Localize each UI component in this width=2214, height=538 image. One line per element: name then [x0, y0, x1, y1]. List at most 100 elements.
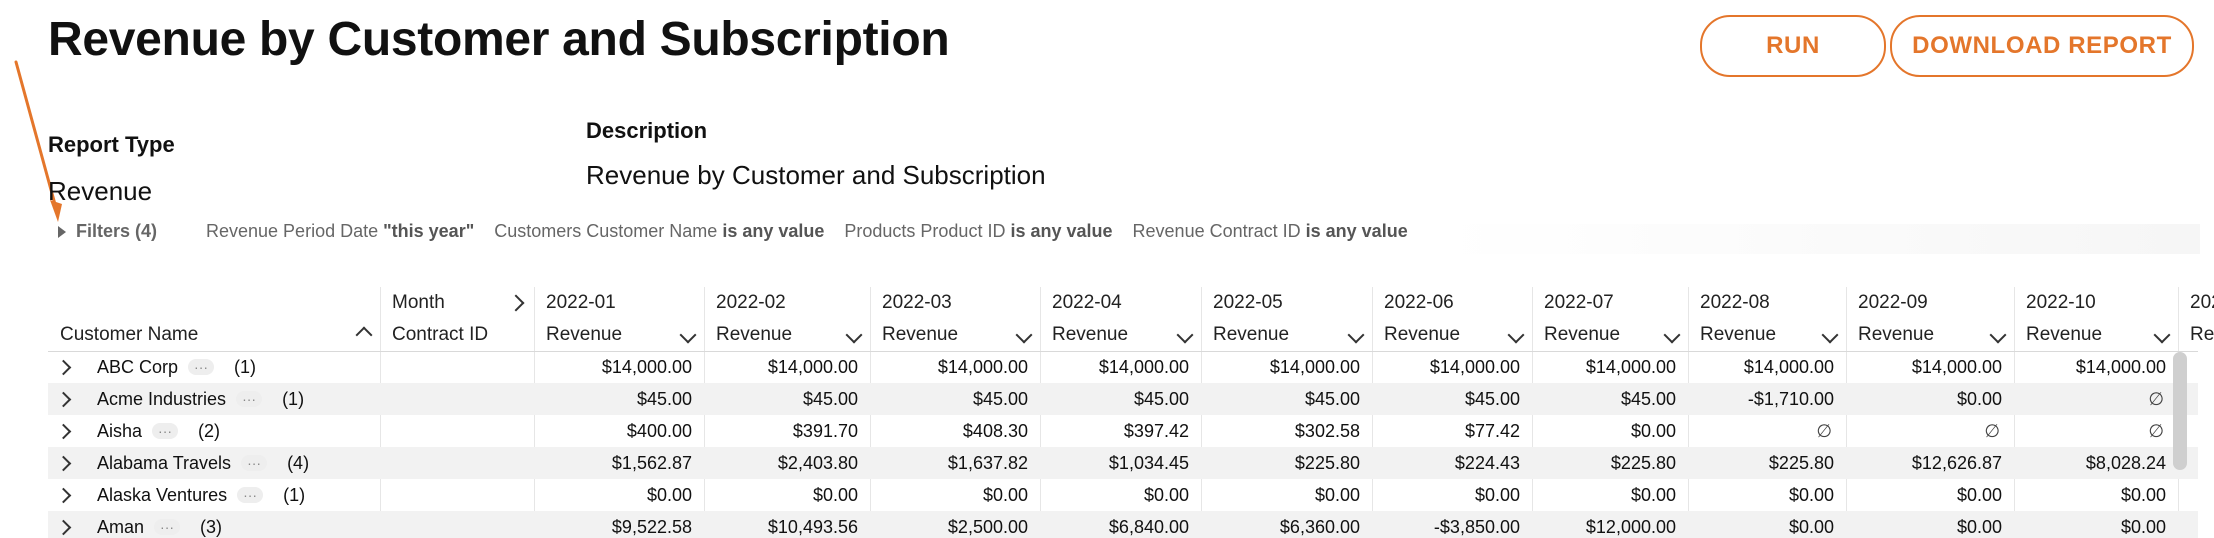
revenue-cell: $45.00	[802, 388, 858, 409]
revenue-header[interactable]: Revenue	[1040, 319, 1201, 351]
revenue-cell: -$3,850.00	[1433, 516, 1520, 537]
chevron-down-icon	[1989, 326, 2007, 344]
month-header: 2022-02	[716, 292, 786, 313]
revenue-cell: $391.70	[792, 420, 858, 441]
revenue-cell: $0.00	[1956, 388, 2002, 409]
chevron-right-icon[interactable]	[55, 519, 72, 535]
month-header: 2022-08	[1700, 292, 1770, 313]
chevron-down-icon	[1347, 326, 1365, 344]
contract-id-cell	[380, 479, 534, 511]
revenue-header[interactable]: Revenue	[1846, 319, 2014, 351]
revenue-header[interactable]: Revenue	[534, 319, 704, 351]
customer-cell[interactable]: Aman ··· (3)	[48, 511, 380, 538]
chevron-up-icon	[355, 326, 373, 344]
revenue-cell: $12,000.00	[1585, 516, 1676, 537]
more-icon[interactable]: ···	[236, 391, 263, 407]
month-header: 2022-06	[1384, 292, 1454, 313]
revenue-header[interactable]: Revenue	[1688, 319, 1846, 351]
month-header: 2022-10	[2026, 292, 2096, 313]
revenue-cell: $302.58	[1294, 420, 1360, 441]
revenue-header[interactable]: Revenue	[2014, 319, 2178, 351]
filter-chip[interactable]: Revenue Period Date "this year"	[206, 221, 475, 241]
month-header: 2022-03	[882, 292, 952, 313]
more-icon[interactable]: ···	[188, 359, 215, 375]
contract-id-header[interactable]: Contract ID	[392, 324, 489, 345]
revenue-cell: $14,000.00	[1585, 356, 1676, 377]
revenue-header[interactable]: Revenue	[704, 319, 870, 351]
page-title: Revenue by Customer and Subscription	[48, 13, 950, 66]
report-table: Month 2022-01 2022-02 2022-03 2022-04 20…	[48, 286, 2214, 538]
chevron-right-icon[interactable]	[55, 391, 72, 407]
revenue-cell: $0.00	[1788, 484, 1834, 505]
revenue-cell: $225.80	[1294, 452, 1360, 473]
table-row: Alabama Travels ··· (4) $1,562.87 $2,403…	[48, 447, 2198, 479]
report-type-value: Revenue	[48, 176, 153, 206]
month-header: 2022-05	[1213, 292, 1283, 313]
chevron-right-icon[interactable]	[55, 423, 72, 439]
customer-cell[interactable]: ABC Corp ··· (1)	[48, 351, 380, 383]
annotation-arrow	[14, 60, 62, 222]
filter-chip[interactable]: Revenue Contract ID is any value	[1132, 221, 1408, 241]
revenue-cell: $0.00	[982, 484, 1028, 505]
more-icon[interactable]: ···	[154, 519, 181, 535]
revenue-cell-null: ∅	[1816, 420, 1832, 441]
more-icon[interactable]: ···	[237, 487, 264, 503]
revenue-cell: $14,000.00	[1429, 356, 1520, 377]
chevron-down-icon	[1663, 326, 1681, 344]
revenue-cell: $1,562.87	[611, 452, 692, 473]
revenue-header[interactable]: Revenue	[870, 319, 1040, 351]
download-report-button[interactable]: DOWNLOAD REPORT	[1890, 15, 2194, 77]
customer-cell[interactable]: Alaska Ventures ··· (1)	[48, 479, 380, 511]
chevron-down-icon	[679, 326, 697, 344]
revenue-cell: $225.80	[1768, 452, 1834, 473]
revenue-cell: $0.00	[2120, 516, 2166, 537]
revenue-cell: $2,500.00	[947, 516, 1028, 537]
revenue-cell: $45.00	[972, 388, 1028, 409]
revenue-cell: $6,360.00	[1279, 516, 1360, 537]
header-row-months: Month 2022-01 2022-02 2022-03 2022-04 20…	[48, 287, 2214, 319]
revenue-cell: $14,000.00	[1911, 356, 2002, 377]
contract-id-cell	[380, 351, 534, 383]
table-row: Aman ··· (3) $9,522.58 $10,493.56 $2,500…	[48, 511, 2198, 538]
filters-summary: Revenue Period Date "this year" Customer…	[206, 221, 1408, 242]
contract-id-cell	[380, 415, 534, 447]
chevron-right-icon[interactable]	[55, 455, 72, 471]
chevron-right-icon[interactable]	[55, 487, 72, 503]
run-button[interactable]: RUN	[1700, 15, 1886, 77]
table-row: Acme Industries ··· (1) $45.00 $45.00 $4…	[48, 383, 2198, 415]
more-icon[interactable]: ···	[241, 455, 268, 471]
revenue-cell: $225.80	[1610, 452, 1676, 473]
revenue-header-partial[interactable]: Rev	[2190, 324, 2214, 345]
customer-name-header[interactable]: Customer Name	[48, 319, 380, 351]
revenue-header[interactable]: Revenue	[1201, 319, 1372, 351]
filter-chip[interactable]: Customers Customer Name is any value	[494, 221, 825, 241]
revenue-cell: $14,000.00	[2075, 356, 2166, 377]
revenue-cell: $400.00	[626, 420, 692, 441]
chevron-right-icon[interactable]	[55, 359, 72, 375]
month-pivot-header[interactable]: Month	[380, 287, 534, 319]
month-header: 2022-04	[1052, 292, 1122, 313]
revenue-cell: $0.00	[1143, 484, 1189, 505]
revenue-cell: $0.00	[812, 484, 858, 505]
revenue-cell: $0.00	[1630, 484, 1676, 505]
revenue-cell-null: ∅	[2148, 420, 2164, 441]
revenue-cell: $408.30	[962, 420, 1028, 441]
chevron-right-icon	[507, 294, 525, 312]
more-icon[interactable]: ···	[152, 423, 179, 439]
filter-chip[interactable]: Products Product ID is any value	[844, 221, 1113, 241]
revenue-cell: $0.00	[1474, 484, 1520, 505]
revenue-cell: $14,000.00	[1743, 356, 1834, 377]
customer-cell[interactable]: Aisha ··· (2)	[48, 415, 380, 447]
month-header: 2022-07	[1544, 292, 1614, 313]
revenue-header[interactable]: Revenue	[1532, 319, 1688, 351]
filters-toggle[interactable]: Filters (4)	[58, 221, 157, 242]
chevron-down-icon	[1176, 326, 1194, 344]
revenue-header[interactable]: Revenue	[1372, 319, 1532, 351]
revenue-cell: $14,000.00	[601, 356, 692, 377]
customer-cell[interactable]: Alabama Travels ··· (4)	[48, 447, 380, 479]
customer-cell[interactable]: Acme Industries ··· (1)	[48, 383, 380, 415]
vertical-scrollbar[interactable]	[2173, 352, 2187, 470]
revenue-cell: $0.00	[2120, 484, 2166, 505]
revenue-cell: $12,626.87	[1911, 452, 2002, 473]
header-row-columns: Customer Name Contract ID Revenue Revenu…	[48, 319, 2214, 352]
